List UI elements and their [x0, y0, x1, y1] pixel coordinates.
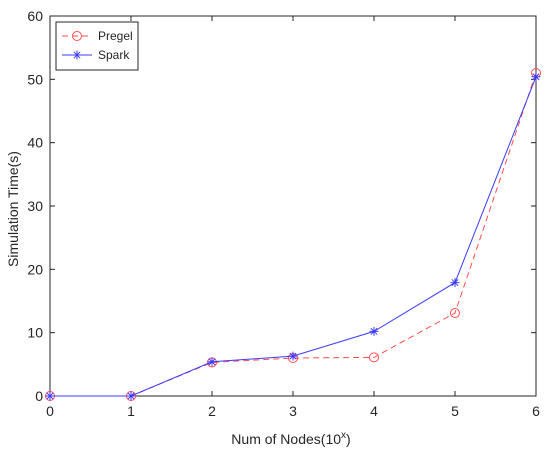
data-point-spark — [531, 72, 541, 82]
data-point-spark — [288, 351, 298, 361]
y-tick-label: 0 — [35, 388, 43, 404]
y-tick-label: 60 — [27, 8, 43, 24]
legend-marker-pregel — [72, 31, 82, 41]
data-point-pregel — [369, 352, 379, 363]
y-tick-label: 10 — [27, 325, 43, 341]
x-tick-label: 5 — [451, 403, 459, 419]
y-axis-label: Simulation Time(s) — [5, 151, 21, 267]
legend-marker-spark — [72, 50, 82, 60]
y-tick-label: 50 — [27, 71, 43, 87]
data-point-spark — [207, 357, 217, 367]
y-tick-label: 20 — [27, 261, 43, 277]
legend-label-pregel: Pregel — [98, 29, 133, 43]
x-axis-label-suffix: ) — [346, 431, 351, 447]
y-tick-label: 40 — [27, 135, 43, 151]
data-point-pregel — [450, 308, 460, 319]
data-point-spark — [369, 326, 379, 336]
legend: Pregel Spark — [55, 21, 139, 71]
data-point-spark — [126, 391, 136, 401]
x-tick-label: 3 — [289, 403, 297, 419]
x-tick-label: 4 — [370, 403, 378, 419]
x-tick-label: 2 — [208, 403, 216, 419]
data-point-spark — [450, 278, 460, 288]
legend-label-spark: Spark — [98, 48, 130, 62]
data-point-spark — [45, 391, 55, 401]
legend-box — [55, 21, 139, 71]
x-axis-label-main: Num of Nodes(10 — [231, 431, 341, 447]
x-tick-label: 6 — [532, 403, 540, 419]
x-tick-label: 1 — [127, 403, 135, 419]
x-axis-label: Num of Nodes(10x) — [231, 430, 350, 447]
x-tick-label: 0 — [46, 403, 54, 419]
x-axis-label-superscript: x — [341, 430, 346, 441]
series-layer — [45, 68, 541, 401]
y-tick-label: 30 — [27, 198, 43, 214]
plot-area-frame — [49, 15, 537, 397]
